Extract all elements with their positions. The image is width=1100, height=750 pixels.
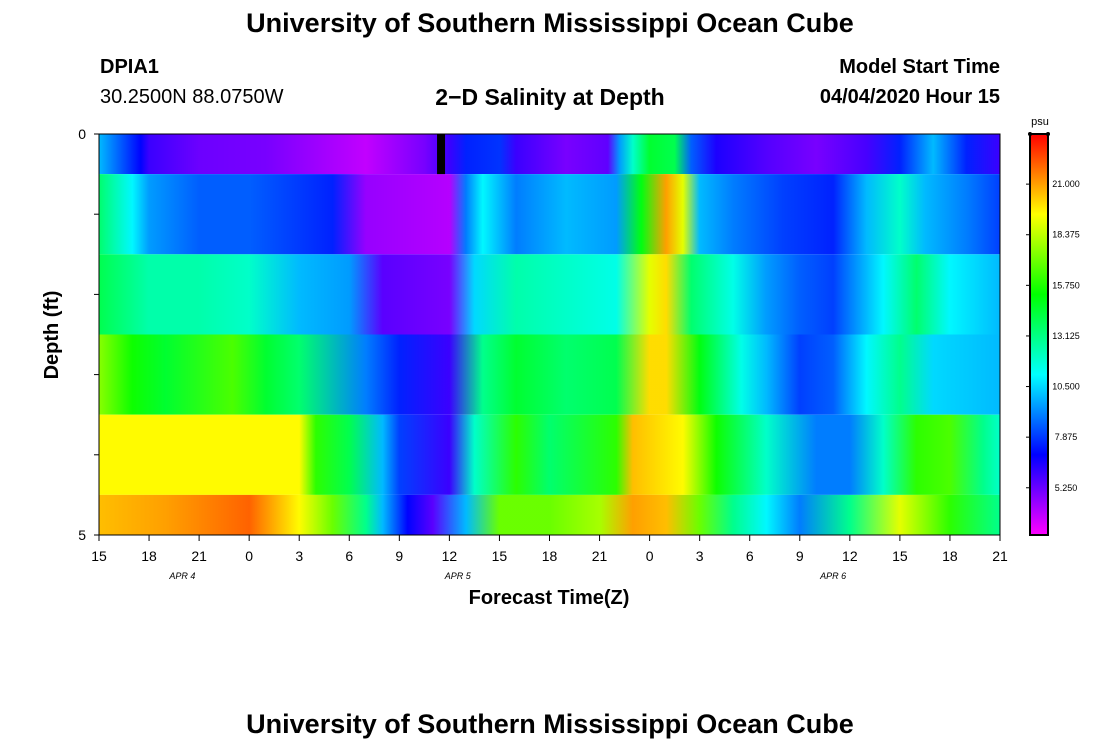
x-tick-label: 9 (395, 548, 403, 564)
x-tick-label: 3 (295, 548, 303, 564)
x-tick-label: 0 (245, 548, 253, 564)
colorbar-corner-dot (1028, 132, 1032, 136)
station-coords: 30.2500N 88.0750W (100, 86, 284, 108)
heatmap-row-2 (99, 254, 1000, 335)
y-tick-label: 5 (78, 527, 86, 543)
colorbar-tick-label: 18.375 (1052, 230, 1080, 240)
y-axis-label: Depth (ft) (41, 291, 63, 380)
x-tick-label: 6 (746, 548, 754, 564)
colorbar-tick-label: 13.125 (1052, 331, 1080, 341)
heatmap-row-0 (99, 134, 1000, 175)
x-tick-label: 21 (592, 548, 608, 564)
x-tick-label: 12 (442, 548, 458, 564)
model-start-label: Model Start Time (839, 56, 1000, 78)
colorbar-tick-label: 21.000 (1052, 179, 1080, 189)
salinity-heatmap-chart: 0 5 15 18 21 0 3 6 9 12 15 18 21 0 3 6 9 12 15 18 21 APR 4 A… (41, 116, 1080, 609)
missing-data-mark (437, 134, 446, 175)
footer-title: University of Southern Mississippi Ocean… (246, 709, 854, 739)
colorbar-corner-dot (1046, 132, 1050, 136)
x-tick-label: 18 (141, 548, 157, 564)
x-tick-label: 15 (91, 548, 107, 564)
x-tick-label: 9 (796, 548, 804, 564)
x-tick-label: 6 (345, 548, 353, 564)
x-tick-label: 15 (892, 548, 908, 564)
heatmap-row-4 (99, 414, 1000, 495)
heatmap-row-1 (99, 174, 1000, 255)
x-tick-label: 12 (842, 548, 858, 564)
colorbar-unit: psu (1031, 116, 1049, 128)
x-axis-label: Forecast Time(Z) (469, 587, 630, 609)
x-tick-label: 3 (696, 548, 704, 564)
x-tick-label: 0 (646, 548, 654, 564)
x-tick-label: 18 (942, 548, 958, 564)
colorbar-tick-label: 5.250 (1055, 483, 1078, 493)
colorbar-tick-label: 15.750 (1052, 280, 1080, 290)
station-id: DPIA1 (100, 56, 159, 78)
heatmap-row-3 (99, 334, 1000, 415)
model-start-time: 04/04/2020 Hour 15 (819, 86, 1000, 108)
date-label: APR 5 (444, 571, 472, 581)
x-tick-label: 21 (191, 548, 207, 564)
date-label: APR 6 (819, 571, 846, 581)
page-title: University of Southern Mississippi Ocean… (246, 8, 854, 38)
x-tick-label: 18 (542, 548, 558, 564)
colorbar-tick-label: 7.875 (1055, 432, 1078, 442)
x-tick-label: 21 (992, 548, 1008, 564)
chart-subtitle: 2−D Salinity at Depth (435, 84, 665, 110)
colorbar-tick-label: 10.500 (1052, 382, 1080, 392)
x-tick-label: 15 (492, 548, 508, 564)
colorbar (1029, 133, 1049, 536)
date-label: APR 4 (168, 571, 195, 581)
y-tick-label: 0 (78, 126, 86, 142)
heatmap-row-5 (99, 494, 1000, 535)
